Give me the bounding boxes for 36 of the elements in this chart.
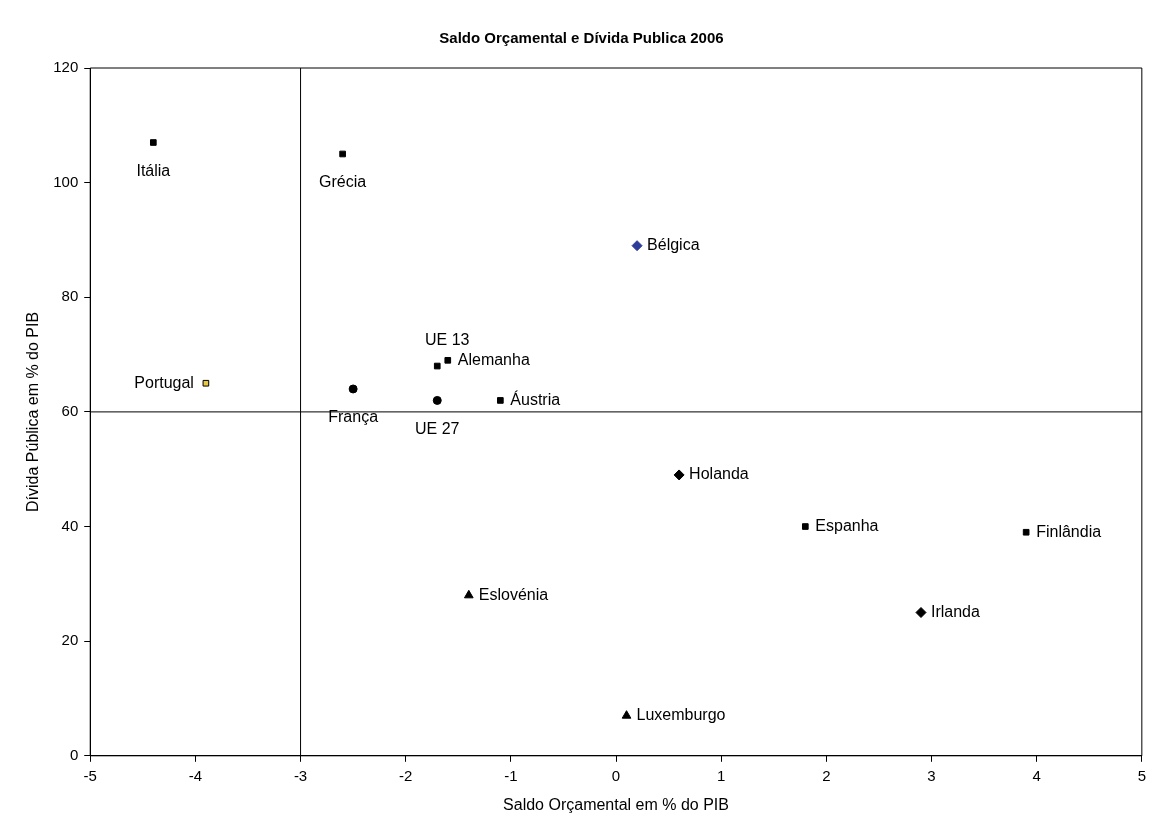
x-tick-label: -1 <box>504 766 518 784</box>
series-label: Holanda <box>689 465 749 483</box>
x-tick-label: 1 <box>717 766 726 784</box>
chart-title: Saldo Orçamental e Dívida Publica 2006 <box>439 29 724 47</box>
x-tick-label: -2 <box>399 766 413 784</box>
series-label: Áustria <box>510 389 561 408</box>
y-tick-label: 60 <box>61 402 79 420</box>
series-label: Itália <box>136 161 171 179</box>
x-axis-title: Saldo Orçamental em % do PIB <box>503 795 729 813</box>
x-tick-label: 5 <box>1137 766 1146 784</box>
x-tick-label: -3 <box>293 766 308 784</box>
x-tick-label: -4 <box>188 766 203 784</box>
series-label: Eslovénia <box>478 585 549 603</box>
series-label: Bélgica <box>647 236 700 254</box>
y-tick-label: 100 <box>53 172 79 190</box>
series-label: UE 13 <box>425 331 470 349</box>
y-tick-label: 120 <box>53 58 79 76</box>
series-label: França <box>328 408 379 426</box>
series-label: Alemanha <box>457 350 530 368</box>
x-tick-label: 4 <box>1032 766 1041 784</box>
y-tick-label: 20 <box>61 631 79 649</box>
series-label: Portugal <box>134 373 194 391</box>
series-label: Irlanda <box>930 602 981 620</box>
series-label: Espanha <box>815 516 879 534</box>
y-axis-title: Dívida Pública em % do PIB <box>24 311 42 512</box>
x-tick-label: 3 <box>927 766 936 784</box>
series-label: UE 27 <box>415 419 460 437</box>
series-label: Grécia <box>319 173 367 191</box>
series-label: Finlândia <box>1036 522 1102 540</box>
y-tick-label: 80 <box>61 287 79 305</box>
series-label: Luxemburgo <box>636 706 726 724</box>
y-tick-label: 0 <box>69 745 79 763</box>
x-tick-label: -5 <box>83 766 97 784</box>
y-tick-label: 40 <box>61 516 79 534</box>
x-tick-label: 0 <box>611 766 621 784</box>
x-tick-label: 2 <box>822 766 831 784</box>
